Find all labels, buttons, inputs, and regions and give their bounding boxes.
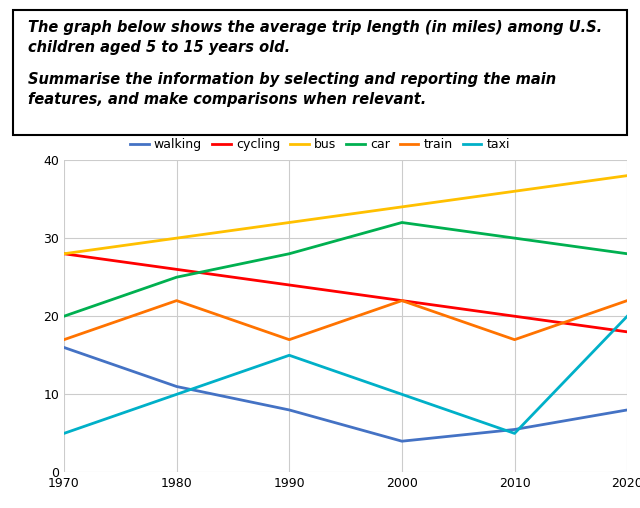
- Legend: walking, cycling, bus, car, train, taxi: walking, cycling, bus, car, train, taxi: [125, 133, 515, 156]
- FancyBboxPatch shape: [13, 10, 627, 135]
- Text: Summarise the information by selecting and reporting the main
features, and make: Summarise the information by selecting a…: [28, 72, 556, 107]
- Text: The graph below shows the average trip length (in miles) among U.S.
children age: The graph below shows the average trip l…: [28, 20, 602, 55]
